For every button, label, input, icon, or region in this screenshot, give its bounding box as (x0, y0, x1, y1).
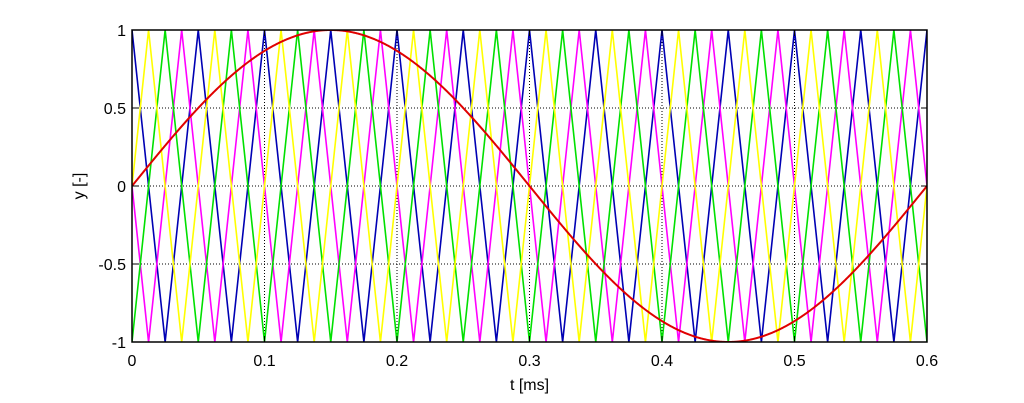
x-tick-label: 0.2 (386, 353, 408, 370)
x-tick-label: 0.5 (783, 353, 805, 370)
y-tick-label: 1 (117, 23, 126, 40)
x-tick-label: 0 (128, 353, 137, 370)
x-tick-label: 0.4 (651, 353, 673, 370)
series-line-triangle-2 (132, 30, 927, 342)
y-tick-label: 0.5 (104, 101, 126, 118)
y-tick-label: 0 (117, 179, 126, 196)
x-axis-title: t [ms] (510, 377, 549, 394)
y-axis-title: y [-] (71, 173, 88, 200)
y-tick-label: -1 (112, 335, 126, 352)
x-tick-label: 0.1 (253, 353, 275, 370)
x-tick-label: 0.6 (916, 353, 938, 370)
series-group (132, 30, 927, 342)
series-line-sine-4 (132, 30, 927, 342)
x-tick-label: 0.3 (518, 353, 540, 370)
ticks: 0 0.1 0.2 0.3 0.4 0.5 0.6 -1 -0.5 0 0.5 1 (98, 23, 938, 370)
y-tick-label: -0.5 (98, 257, 126, 274)
series-line-triangle-3 (132, 30, 927, 342)
